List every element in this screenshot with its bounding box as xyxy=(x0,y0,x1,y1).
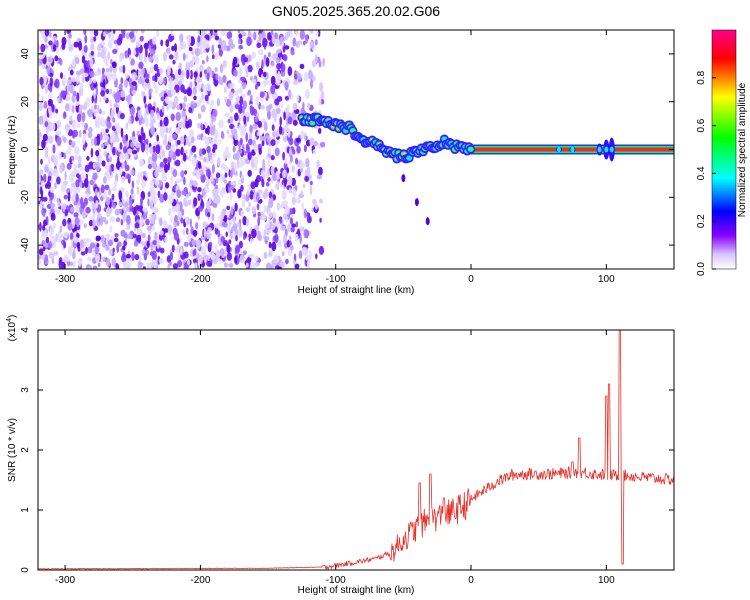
figure-title: GN05.2025.365.20.02.G06 xyxy=(272,3,440,19)
y-tick-label: 20 xyxy=(20,96,31,108)
y-tick-label: 4 xyxy=(20,327,31,333)
colorbar-tick-label: 0.4 xyxy=(696,166,707,180)
x-tick-label: -200 xyxy=(190,274,210,285)
x-tick-label: -300 xyxy=(55,274,75,285)
y-tick-label: 0 xyxy=(20,567,31,573)
snr-xlabel: Height of straight line (km) xyxy=(298,585,415,596)
spectral-ridge xyxy=(297,112,674,226)
x-tick-label: 100 xyxy=(598,274,615,285)
colorbar-label: Normalized spectral amplitude xyxy=(737,82,748,217)
y-tick-label: 2 xyxy=(20,447,31,453)
colorbar-ticks: 0.0 0.2 0.4 0.6 0.8 xyxy=(696,70,716,276)
x-tick-label: 0 xyxy=(468,274,474,285)
multiplier-exponent: 4 xyxy=(6,318,13,322)
svg-text:(x104): (x104) xyxy=(6,315,18,342)
snr-axes: -300 -200 -100 0 100 0 1 2 3 4 xyxy=(20,327,674,586)
x-tick-label: -100 xyxy=(326,575,346,586)
x-tick-label: -100 xyxy=(326,274,346,285)
y-tick-label: 1 xyxy=(20,507,31,513)
y-tick-label: 3 xyxy=(20,387,31,393)
y-tick-label: -20 xyxy=(20,190,31,205)
snr-multiplier: (x104) xyxy=(6,315,18,342)
noise-region xyxy=(38,30,326,269)
x-tick-label: 100 xyxy=(598,575,615,586)
y-tick-label: 40 xyxy=(20,48,31,60)
colorbar: 0.0 0.2 0.4 0.6 0.8 Normalized spectral ampl… xyxy=(696,29,748,276)
colorbar-tick-label: 0.0 xyxy=(696,262,707,276)
spectrogram-ylabel: Frequency (Hz) xyxy=(7,116,18,185)
spectrogram-xlabel: Height of straight line (km) xyxy=(298,285,415,296)
colorbar-gradient xyxy=(711,29,737,270)
colorbar-tick-label: 0.8 xyxy=(696,70,707,84)
y-tick-label: -40 xyxy=(20,237,31,252)
snr-series-line xyxy=(38,330,674,570)
multiplier-prefix: (x10 xyxy=(7,321,18,341)
snr-panel: -300 -200 -100 0 100 0 1 2 3 4 Height of straight… xyxy=(6,315,675,596)
y-tick-label: 0 xyxy=(20,146,31,152)
x-tick-label: -300 xyxy=(55,575,75,586)
colorbar-tick-label: 0.6 xyxy=(696,118,707,132)
x-tick-label: -200 xyxy=(190,575,210,586)
x-tick-label: 0 xyxy=(468,575,474,586)
snr-ylabel: SNR (10 * v/v) xyxy=(7,418,18,482)
colorbar-tick-label: 0.2 xyxy=(696,214,707,228)
multiplier-suffix: ) xyxy=(7,315,18,318)
